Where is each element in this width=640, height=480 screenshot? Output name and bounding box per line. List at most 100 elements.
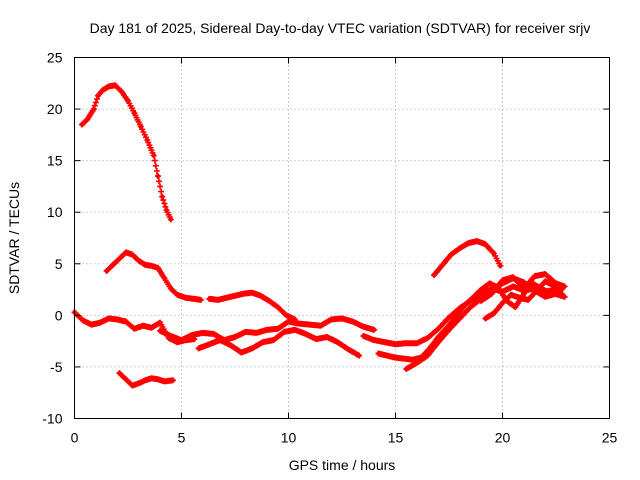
data-series <box>71 82 568 389</box>
data-point <box>350 319 355 324</box>
data-point <box>371 327 377 332</box>
data-point <box>117 256 122 261</box>
data-point <box>142 262 148 268</box>
data-point <box>532 273 537 279</box>
data-point <box>192 336 197 342</box>
data-point <box>160 194 165 199</box>
data-point <box>513 304 518 310</box>
y-tick-label: 10 <box>47 204 63 220</box>
data-point <box>446 315 452 320</box>
data-point <box>500 278 505 283</box>
data-point <box>282 329 287 335</box>
data-point <box>200 330 206 336</box>
x-axis-label: GPS time / hours <box>289 457 396 473</box>
data-point <box>123 250 129 255</box>
data-point <box>286 319 291 324</box>
data-point <box>260 339 266 345</box>
data-point <box>511 274 516 280</box>
series-arc-5 <box>157 315 378 344</box>
data-point <box>136 258 141 263</box>
data-point <box>164 207 169 213</box>
data-point <box>115 317 120 322</box>
data-point <box>241 291 246 296</box>
data-point <box>267 298 272 304</box>
data-point <box>457 246 462 251</box>
data-point <box>361 324 366 329</box>
data-point <box>112 83 118 88</box>
chart-title: Day 181 of 2025, Sidereal Day-to-day VTE… <box>90 20 591 36</box>
data-point <box>356 353 362 358</box>
series-arc-13 <box>478 271 568 304</box>
data-point <box>440 262 445 268</box>
data-point <box>382 339 387 345</box>
y-tick-label: -5 <box>50 359 63 375</box>
data-point <box>132 326 137 331</box>
data-point <box>457 316 462 321</box>
data-point <box>491 311 497 316</box>
data-point <box>155 265 161 271</box>
data-point <box>361 333 366 339</box>
data-point <box>461 303 467 309</box>
data-point <box>393 355 398 360</box>
y-tick-labels: -10 -5 0 5 10 15 20 25 <box>42 50 62 427</box>
x-tick-label: 5 <box>178 430 186 446</box>
series-arc-12 <box>482 278 566 322</box>
data-point <box>106 316 111 321</box>
data-point <box>149 376 154 381</box>
data-point <box>149 325 154 330</box>
data-point <box>414 341 420 346</box>
data-point <box>104 268 109 274</box>
y-tick-label: 5 <box>55 256 63 272</box>
y-tick-label: 20 <box>47 101 63 117</box>
data-point <box>491 251 497 256</box>
data-point <box>470 295 475 301</box>
data-point <box>151 153 156 158</box>
x-tick-label: 15 <box>388 430 404 446</box>
data-point <box>543 271 548 277</box>
data-point <box>410 357 415 362</box>
data-point <box>155 377 161 382</box>
data-point <box>170 378 176 383</box>
data-point <box>297 321 302 326</box>
data-point <box>371 337 377 343</box>
data-point <box>534 288 539 293</box>
data-point <box>239 350 244 355</box>
data-point <box>249 346 255 351</box>
data-point <box>436 339 441 345</box>
data-point <box>318 323 323 328</box>
data-point <box>123 319 129 324</box>
data-point <box>198 297 203 303</box>
data-point <box>100 88 105 93</box>
series-arc-2 <box>103 249 204 303</box>
data-point <box>215 297 221 303</box>
data-point <box>478 298 484 304</box>
data-point <box>243 329 248 335</box>
data-point <box>271 337 276 343</box>
data-point <box>425 353 430 358</box>
data-point <box>175 292 180 297</box>
data-point <box>155 173 161 179</box>
series-arc-7 <box>195 326 363 359</box>
data-point <box>140 323 146 328</box>
data-point <box>543 279 548 284</box>
data-point <box>489 291 494 296</box>
data-point <box>448 252 454 257</box>
data-point <box>335 339 340 345</box>
data-point <box>431 272 437 278</box>
data-point <box>138 124 144 129</box>
y-tick-label: 0 <box>55 307 63 323</box>
data-point <box>232 334 238 340</box>
data-point <box>346 347 351 352</box>
data-point <box>228 343 233 348</box>
data-point <box>275 326 280 331</box>
data-point <box>207 342 212 347</box>
data-point <box>110 262 116 268</box>
data-point <box>553 281 559 286</box>
data-point <box>292 317 298 322</box>
data-point <box>483 241 488 247</box>
data-point <box>145 137 150 143</box>
data-point <box>487 281 492 286</box>
data-point <box>217 337 223 343</box>
data-point <box>95 93 101 98</box>
